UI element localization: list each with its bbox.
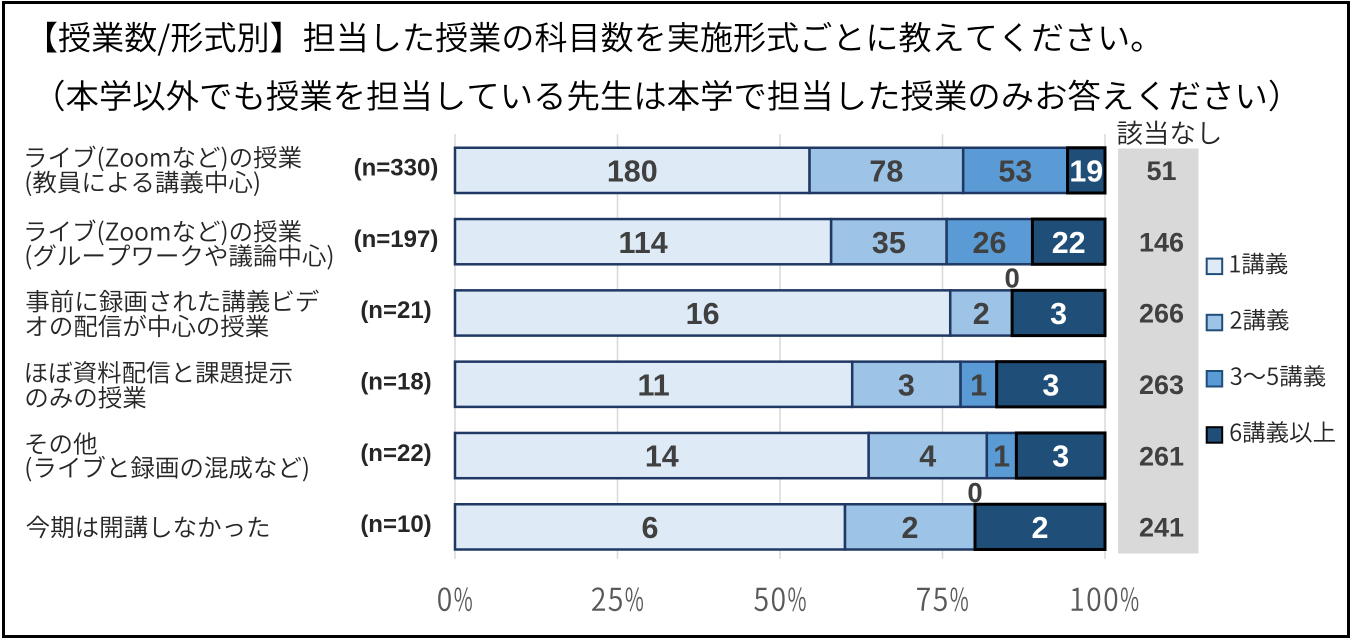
svg-text:16: 16 — [686, 297, 720, 331]
svg-text:1: 1 — [970, 368, 987, 402]
svg-text:(n=10): (n=10) — [360, 511, 431, 538]
svg-text:(n=22): (n=22) — [360, 440, 431, 467]
svg-text:14: 14 — [645, 440, 679, 474]
svg-text:(n=18): (n=18) — [360, 369, 431, 396]
svg-text:11: 11 — [637, 368, 669, 402]
svg-text:266: 266 — [1139, 299, 1184, 329]
svg-text:(n=21): (n=21) — [360, 297, 431, 324]
svg-text:22: 22 — [1052, 226, 1086, 260]
svg-text:3: 3 — [898, 368, 915, 402]
svg-text:78: 78 — [869, 155, 903, 189]
svg-text:3: 3 — [1050, 297, 1067, 331]
svg-text:2: 2 — [973, 297, 990, 331]
svg-text:19: 19 — [1069, 155, 1103, 189]
svg-text:261: 261 — [1139, 441, 1184, 471]
svg-text:180: 180 — [607, 155, 658, 189]
svg-text:263: 263 — [1139, 370, 1184, 400]
svg-text:4: 4 — [919, 440, 936, 474]
svg-text:26: 26 — [973, 226, 1007, 260]
svg-text:2: 2 — [902, 511, 919, 545]
svg-text:53: 53 — [998, 155, 1032, 189]
svg-text:(n=330): (n=330) — [354, 155, 439, 182]
svg-text:2: 2 — [1032, 511, 1049, 545]
svg-text:3: 3 — [1042, 368, 1059, 402]
svg-text:6: 6 — [642, 511, 659, 545]
svg-text:0: 0 — [967, 477, 982, 508]
svg-text:51: 51 — [1146, 156, 1176, 186]
svg-text:(n=197): (n=197) — [354, 226, 439, 253]
svg-text:0: 0 — [1004, 263, 1019, 294]
svg-text:35: 35 — [872, 226, 906, 260]
svg-text:241: 241 — [1139, 513, 1184, 543]
svg-text:114: 114 — [618, 226, 667, 260]
svg-text:1: 1 — [993, 440, 1010, 474]
svg-text:3: 3 — [1052, 440, 1069, 474]
svg-text:146: 146 — [1139, 227, 1184, 257]
